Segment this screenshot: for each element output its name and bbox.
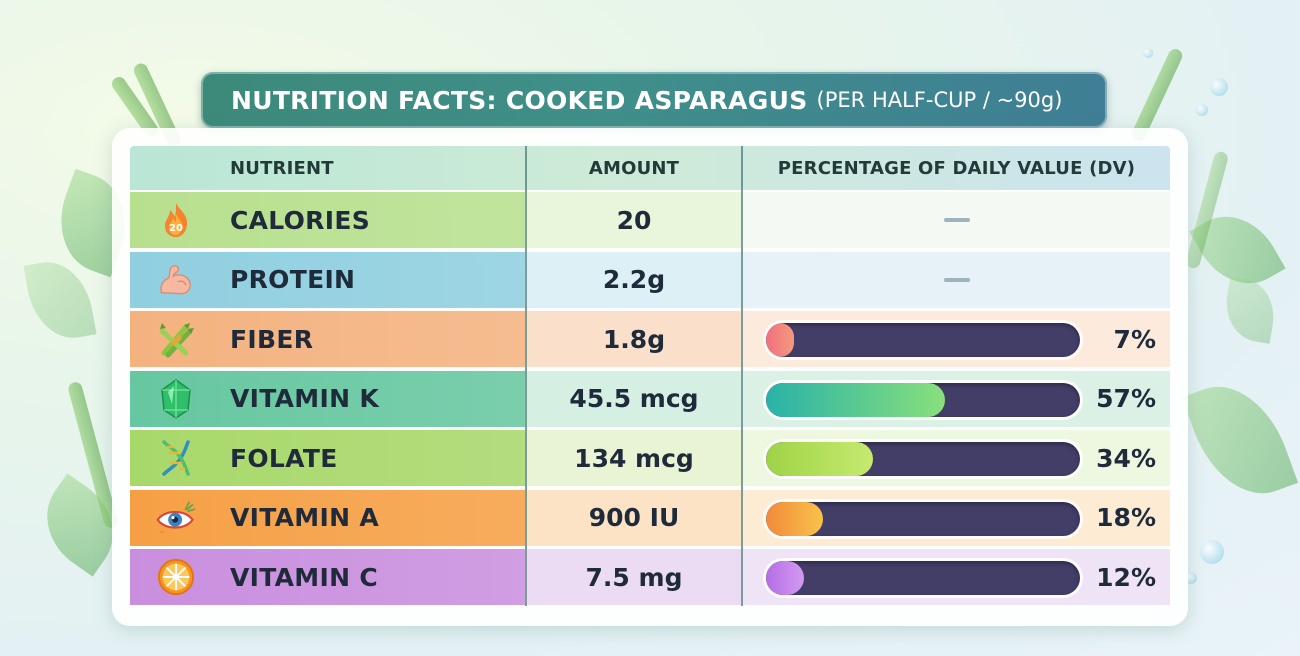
dv-progress-track	[766, 323, 1080, 357]
dv-progress-track	[766, 501, 1080, 536]
nutrient-cell: FOLATE	[130, 430, 525, 486]
amount-cell: 20	[527, 192, 741, 248]
page-title: NUTRITION FACTS: COOKED ASPARAGUS (PER H…	[201, 72, 1107, 128]
nutrient-cell: VITAMIN C	[130, 549, 525, 605]
nutrient-amount: 7.5 mg	[585, 562, 683, 592]
nutrient-amount: 45.5 mcg	[569, 384, 699, 413]
table-row: 20 CALORIES 20	[130, 192, 1170, 248]
header-amount: AMOUNT	[588, 157, 680, 179]
nutrient-name: FOLATE	[230, 443, 338, 473]
dv-percent-label: 57%	[1096, 384, 1156, 413]
table-header: NUTRIENT AMOUNT PERCENTAGE OF DAILY VALU…	[130, 146, 1170, 190]
flame-icon: 20	[156, 200, 196, 240]
column-divider	[741, 146, 743, 606]
table-row: VITAMIN C 7.5 mg 12%	[130, 549, 1170, 605]
nutrient-name: CALORIES	[230, 205, 371, 235]
flame-icon-number: 20	[169, 223, 183, 234]
column-divider	[525, 146, 527, 606]
table-row: FIBER 1.8g 7%	[130, 311, 1170, 367]
dv-percent-label: 12%	[1096, 562, 1156, 592]
title-main: NUTRITION FACTS: COOKED ASPARAGUS	[231, 85, 808, 115]
nutrient-amount: 2.2g	[602, 265, 666, 294]
amount-cell: 45.5 mcg	[527, 370, 741, 427]
nutrient-name: FIBER	[230, 324, 314, 354]
nutrient-amount: 1.8g	[602, 324, 666, 354]
nutrient-cell: 20 CALORIES	[130, 192, 525, 248]
table-row: PROTEIN 2.2g	[130, 251, 1170, 308]
orange-slice-icon	[156, 557, 196, 597]
dv-cell	[743, 192, 1170, 248]
table-row: FOLATE 134 mcg 34%	[130, 430, 1170, 486]
no-value-dash	[944, 277, 970, 282]
nutrient-amount: 134 mcg	[574, 443, 694, 473]
table-row: VITAMIN K 45.5 mcg 57%	[130, 370, 1170, 427]
dv-cell: 7%	[743, 311, 1170, 367]
amount-cell: 1.8g	[527, 311, 741, 367]
eye-icon	[156, 498, 196, 538]
nutrient-cell: PROTEIN	[130, 251, 525, 308]
dv-cell: 18%	[743, 489, 1170, 546]
dv-progress-track	[766, 561, 1080, 595]
dv-percent-label: 18%	[1096, 503, 1156, 532]
gem-icon	[156, 378, 196, 419]
dv-progress-track	[766, 442, 1080, 476]
nutrient-cell: VITAMIN K	[130, 370, 525, 427]
flexed-arm-icon	[156, 260, 196, 300]
dv-cell: 57%	[743, 370, 1170, 427]
dv-progress-fill	[766, 323, 795, 357]
dna-icon	[156, 438, 196, 478]
table-row: VITAMIN A 900 IU 18%	[130, 489, 1170, 546]
nutrient-name: VITAMIN K	[230, 384, 379, 413]
dv-progress-fill	[766, 501, 823, 536]
dv-cell: 12%	[743, 549, 1170, 605]
dv-progress-fill	[766, 561, 804, 595]
dv-progress-fill	[766, 382, 945, 417]
nutrient-cell: FIBER	[130, 311, 525, 367]
dv-percent-label: 34%	[1096, 443, 1156, 473]
nutrient-cell: VITAMIN A	[130, 489, 525, 546]
nutrient-amount: 900 IU	[588, 503, 680, 532]
dv-percent-label: 7%	[1113, 324, 1156, 354]
dv-cell: 34%	[743, 430, 1170, 486]
amount-cell: 2.2g	[527, 251, 741, 308]
amount-cell: 7.5 mg	[527, 549, 741, 605]
asparagus-icon	[156, 319, 196, 359]
no-value-dash	[944, 218, 970, 222]
nutrient-name: VITAMIN A	[230, 503, 379, 532]
dv-cell	[743, 251, 1170, 308]
dv-progress-track	[766, 382, 1080, 417]
nutrient-name: PROTEIN	[230, 265, 356, 294]
header-nutrient: NUTRIENT	[230, 157, 334, 179]
nutrient-amount: 20	[616, 205, 652, 235]
amount-cell: 900 IU	[527, 489, 741, 546]
nutrient-name: VITAMIN C	[230, 562, 378, 592]
header-dv: PERCENTAGE OF DAILY VALUE (DV)	[777, 157, 1136, 179]
title-subtitle: (PER HALF-CUP / ~90g)	[816, 88, 1063, 112]
dv-progress-fill	[766, 442, 873, 476]
amount-cell: 134 mcg	[527, 430, 741, 486]
